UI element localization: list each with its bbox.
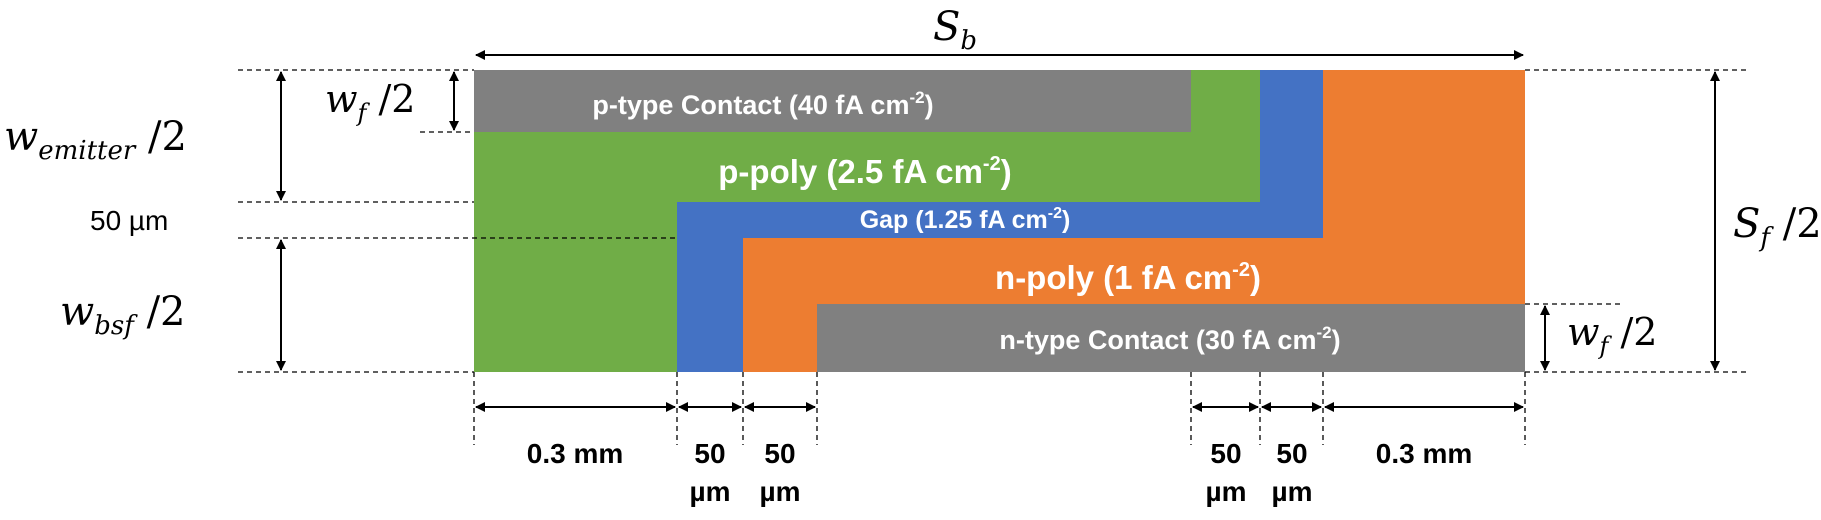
- gap-width-label: 50 µm: [90, 205, 168, 236]
- gap-label: Gap (1.25 fA cm-2): [860, 205, 1071, 234]
- gap-upper-region: [1260, 70, 1323, 202]
- w-bsf-label: wbsf /2: [60, 289, 186, 341]
- bottom-right-label-2: 0.3 mm: [1376, 438, 1473, 469]
- p-type-contact-label: p-type Contact (40 fA cm-2): [592, 88, 933, 120]
- sf-label: Sf /2: [1733, 201, 1821, 253]
- bottom-left-label-2: 50 µm: [759, 438, 800, 507]
- sb-label: Sb: [933, 4, 977, 56]
- bottom-right-label-0: 50 µm: [1205, 438, 1246, 507]
- bottom-left-label-1: 50 µm: [689, 438, 730, 507]
- p-poly-label: p-poly (2.5 fA cm-2): [718, 153, 1011, 190]
- n-poly-upper-region: [1323, 70, 1525, 238]
- n-poly-label: n-poly (1 fA cm-2): [995, 259, 1261, 296]
- bottom-right-label-1: 50 µm: [1271, 438, 1312, 507]
- wf-right-label: wf /2: [1567, 310, 1657, 360]
- gap-band-region: [677, 202, 1323, 238]
- bottom-left-label-0: 0.3 mm: [527, 438, 624, 469]
- n-type-contact-label: n-type Contact (30 fA cm-2): [999, 323, 1340, 355]
- p-type-contact-region: [474, 70, 1191, 132]
- n-type-contact-region: [817, 304, 1525, 372]
- w-emitter-label: wemitter /2: [4, 114, 187, 166]
- wf-left-label: wf /2: [325, 77, 415, 127]
